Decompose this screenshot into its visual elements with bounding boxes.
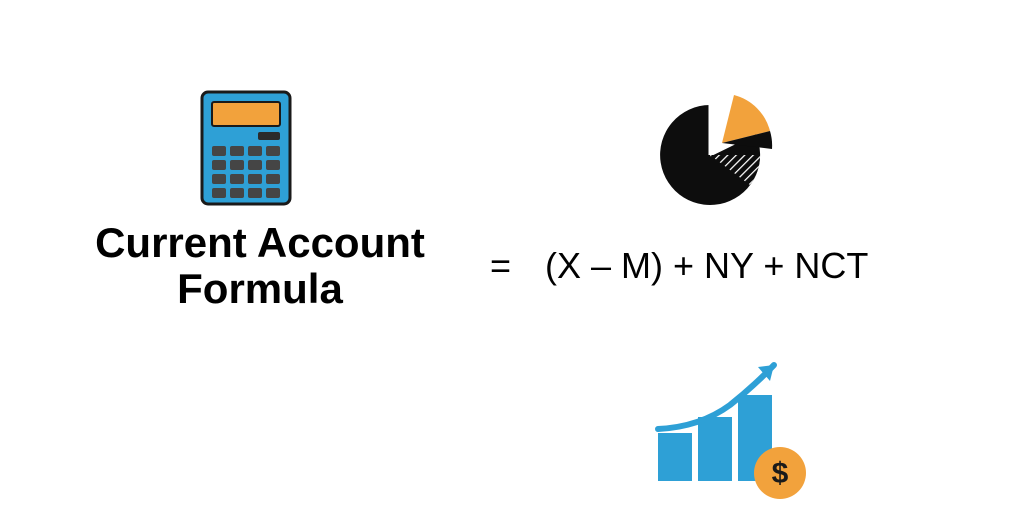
equals-sign: =	[490, 245, 511, 287]
formula-expression: (X – M) + NY + NCT	[545, 245, 868, 287]
pie-chart-icon	[650, 85, 780, 220]
infographic-canvas: Current Account Formula = (X – M) + NY +…	[0, 0, 1024, 526]
bar-chart-icon: $	[640, 355, 820, 510]
title-block: Current Account Formula	[60, 220, 460, 312]
calculator-icon	[200, 90, 292, 211]
title-line-1: Current Account	[60, 220, 460, 266]
svg-text:$: $	[772, 457, 789, 490]
title-line-2: Formula	[60, 266, 460, 312]
